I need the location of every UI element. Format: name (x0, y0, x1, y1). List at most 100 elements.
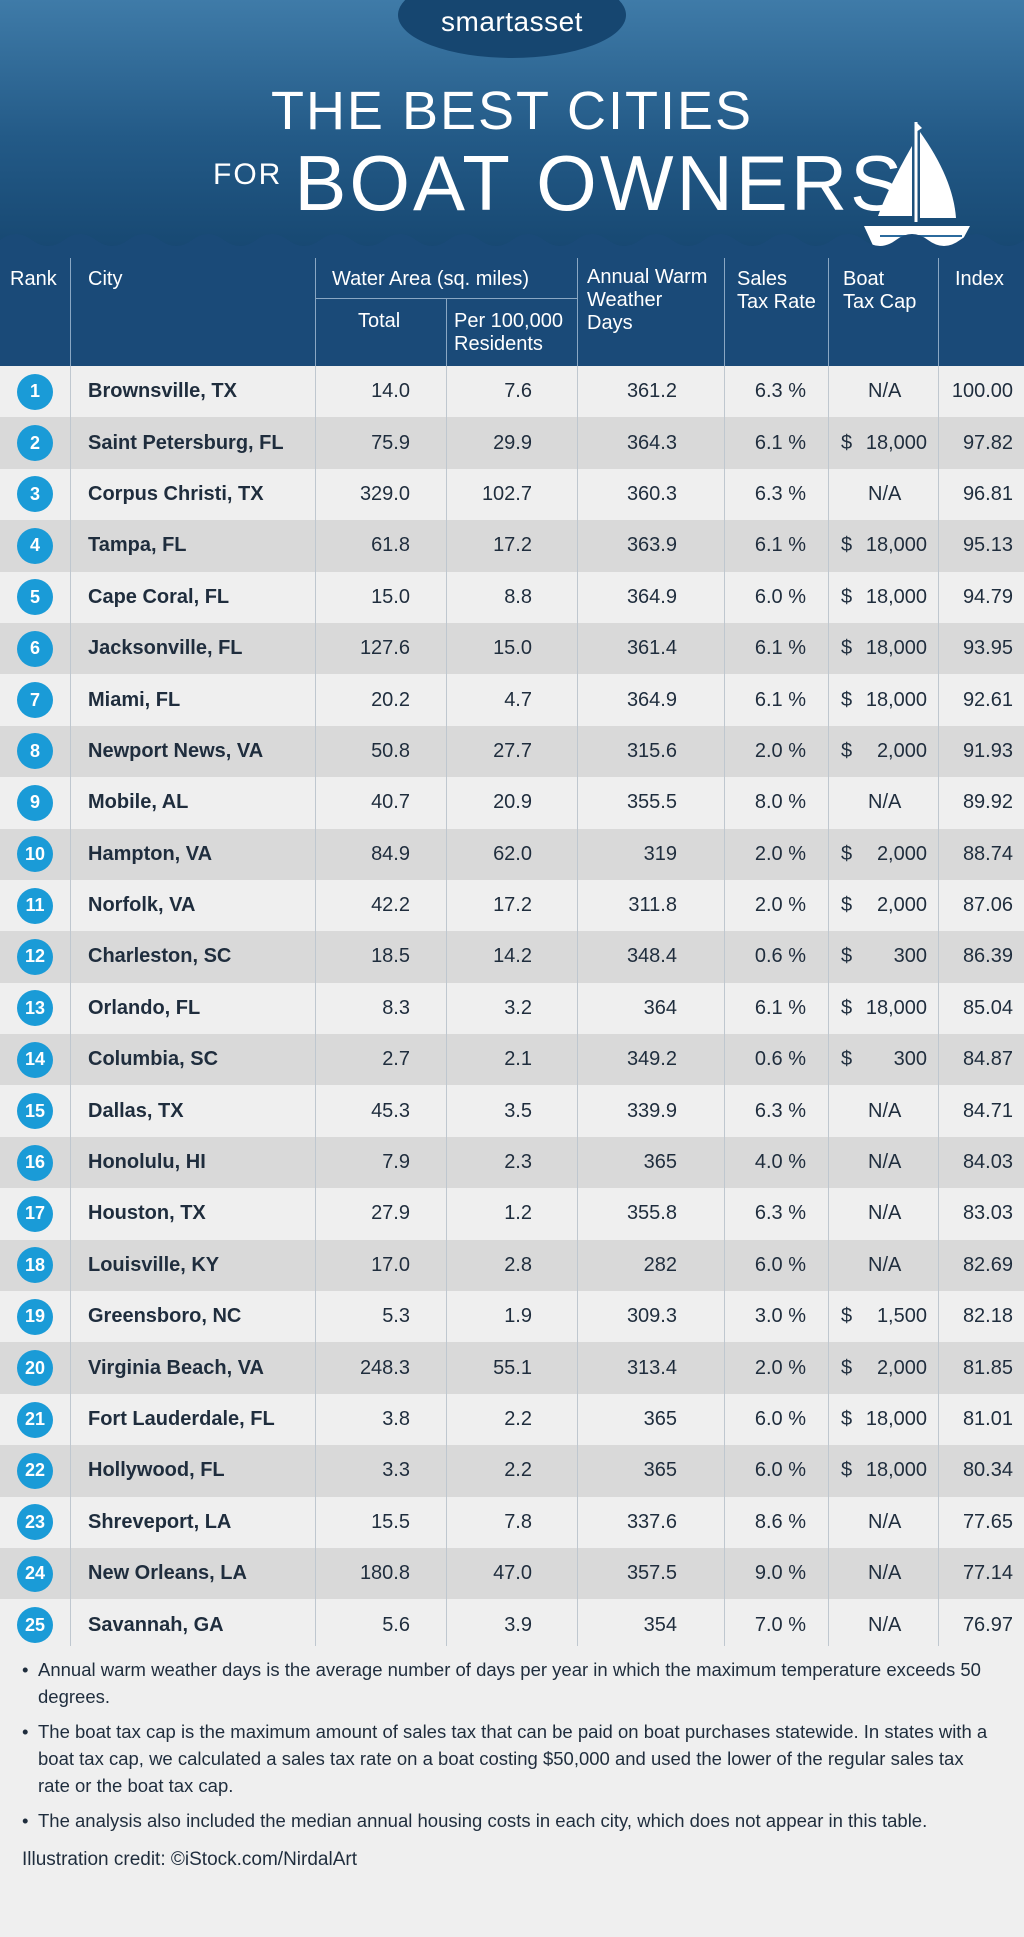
header-divider (828, 258, 829, 366)
cell-boat-tax-cap: 300 (893, 945, 927, 968)
cell-city: Dallas, TX (88, 1099, 184, 1122)
cell-boat-tax-cap: N/A (868, 1510, 902, 1533)
table-row: 7 Miami, FL 20.2 4.7 364.9 6.1 % 92.61 $18,000 (0, 674, 1024, 726)
header-per100k-line1: Per 100,000 (454, 310, 563, 332)
table-row: 22 Hollywood, FL 3.3 2.2 365 6.0 % 80.34 $18,00… (0, 1445, 1024, 1497)
cell-total: 17.0 (371, 1253, 410, 1276)
cell-boat-tax-cap: 18,000 (865, 1408, 927, 1430)
cell-total: 8.3 (382, 996, 410, 1019)
table-row: 15 Dallas, TX 45.3 3.5 339.9 6.3 % 84.71 N/A (0, 1085, 1024, 1137)
header-divider (577, 258, 578, 366)
cell-total: 180.8 (359, 1562, 410, 1585)
cell-index: 96.81 (962, 482, 1013, 505)
header-divider (70, 258, 71, 366)
cell-per100k: 4.7 (504, 688, 532, 711)
table-row: 12 Charleston, SC 18.5 14.2 348.4 0.6 % 86.39 $… (0, 931, 1024, 983)
footnotes: • Annual warm weather days is the average… (0, 1648, 1024, 1873)
cell-warm-days: 364 (643, 996, 677, 1019)
cell-warm-days: 365 (643, 1408, 677, 1430)
cell-per100k: 3.2 (504, 996, 532, 1019)
brand-name: smartasset (441, 6, 583, 37)
cell-warm-days: 365 (643, 1459, 677, 1482)
header-warm-line1: Annual Warm (587, 266, 708, 288)
rank-badge: 4 (17, 527, 53, 564)
cell-sales-tax: 6.1 % (754, 534, 806, 557)
cell-city: Tampa, FL (88, 534, 187, 557)
cell-sales-tax: 6.1 % (754, 637, 806, 660)
title-line-2: FOR BOAT OWNERS (213, 138, 905, 229)
cell-per100k: 1.2 (504, 1202, 532, 1225)
cell-warm-days: 309.3 (626, 1305, 677, 1328)
cell-boat-tax-cap: N/A (868, 1613, 902, 1636)
cell-warm-days: 364.9 (626, 585, 677, 608)
cell-total: 127.6 (359, 637, 410, 660)
cell-city: Virginia Beach, VA (88, 1356, 264, 1379)
cell-boat-tax-cap: 2,000 (876, 894, 927, 917)
cell-sales-tax: 8.6 % (754, 1510, 806, 1533)
header-divider (315, 258, 316, 366)
rankings-table: Rank City Water Area (sq. miles) Total P… (0, 250, 1024, 1651)
table-row: 1 Brownsville, TX 14.0 7.6 361.2 6.3 % 100.00 N… (0, 366, 1024, 418)
rank-badge: 14 (17, 1041, 53, 1078)
cell-boat-tax-cap-currency: $ (841, 945, 853, 968)
footnote-text: The analysis also included the median an… (38, 1810, 928, 1831)
cell-index: 83.03 (962, 1202, 1013, 1225)
cell-sales-tax: 6.1 % (754, 996, 806, 1019)
cell-per100k: 8.8 (504, 585, 532, 608)
cell-index: 95.13 (962, 534, 1013, 557)
rank-badge: 16 (17, 1144, 53, 1181)
table-row: 13 Orlando, FL 8.3 3.2 364 6.1 % 85.04 $18,000 (0, 982, 1024, 1035)
cell-city: Corpus Christi, TX (88, 482, 264, 505)
rank-badge: 9 (17, 784, 53, 821)
column-divider (724, 366, 725, 1646)
cell-warm-days: 360.3 (626, 482, 677, 505)
cell-sales-tax: 2.0 % (754, 1356, 806, 1379)
cell-total: 3.8 (382, 1408, 410, 1430)
cell-boat-tax-cap: 2,000 (876, 739, 927, 762)
cell-per100k: 3.5 (504, 1099, 532, 1122)
cell-index: 81.01 (962, 1408, 1013, 1430)
cell-index: 81.85 (962, 1356, 1013, 1379)
hero-banner: smartasset THE BEST CITIES FOR BOAT OWNER… (0, 0, 1024, 250)
table-row: 20 Virginia Beach, VA 248.3 55.1 313.4 2.0 % 8… (0, 1342, 1024, 1394)
rank-badge: 13 (17, 990, 53, 1027)
header-index: Index (955, 268, 1004, 290)
rank-badge: 3 (17, 476, 53, 513)
cell-warm-days: 363.9 (626, 534, 677, 557)
cell-boat-tax-cap-currency: $ (841, 1048, 853, 1071)
cell-total: 18.5 (371, 945, 410, 968)
cell-index: 84.03 (962, 1151, 1013, 1174)
cell-total: 15.5 (371, 1510, 410, 1533)
cell-total: 5.6 (382, 1613, 410, 1636)
cell-city: Jacksonville, FL (88, 637, 243, 660)
footnote: • The boat tax cap is the maximum amount … (22, 1721, 988, 1796)
cell-index: 84.87 (962, 1048, 1013, 1071)
cell-index: 100.00 (951, 380, 1013, 403)
cell-index: 88.74 (962, 842, 1013, 865)
footnote: • The analysis also included the median a… (22, 1810, 928, 1831)
cell-boat-tax-cap-currency: $ (841, 894, 853, 917)
header-divider (724, 258, 725, 366)
cell-sales-tax: 2.0 % (754, 894, 806, 917)
title-for: FOR (213, 158, 283, 191)
cell-per100k: 29.9 (493, 431, 532, 454)
cell-index: 97.82 (962, 431, 1013, 454)
cell-sales-tax: 3.0 % (754, 1305, 806, 1328)
title-boat-owners: BOAT OWNERS (294, 139, 906, 227)
cell-total: 329.0 (359, 482, 410, 505)
cell-city: Charleston, SC (88, 945, 232, 968)
header-total: Total (358, 310, 401, 332)
cell-sales-tax: 2.0 % (754, 739, 806, 762)
cell-boat-tax-cap: 18,000 (865, 585, 927, 608)
cell-city: Miami, FL (88, 688, 181, 711)
cell-warm-days: 364.9 (626, 688, 677, 711)
header-boat-tax-cap: Boat Tax Cap (843, 268, 916, 314)
table-row: 17 Houston, TX 27.9 1.2 355.8 6.3 % 83.03 N/A (0, 1188, 1024, 1240)
cell-warm-days: 365 (643, 1151, 677, 1174)
table-row: 2 Saint Petersburg, FL 75.9 29.9 364.3 6.1 % 9… (0, 417, 1024, 469)
cell-index: 87.06 (962, 894, 1013, 917)
cell-warm-days: 319 (643, 842, 677, 865)
cell-sales-tax: 6.3 % (754, 482, 806, 505)
cell-warm-days: 313.4 (626, 1356, 677, 1379)
cell-boat-tax-cap-currency: $ (841, 1305, 853, 1328)
